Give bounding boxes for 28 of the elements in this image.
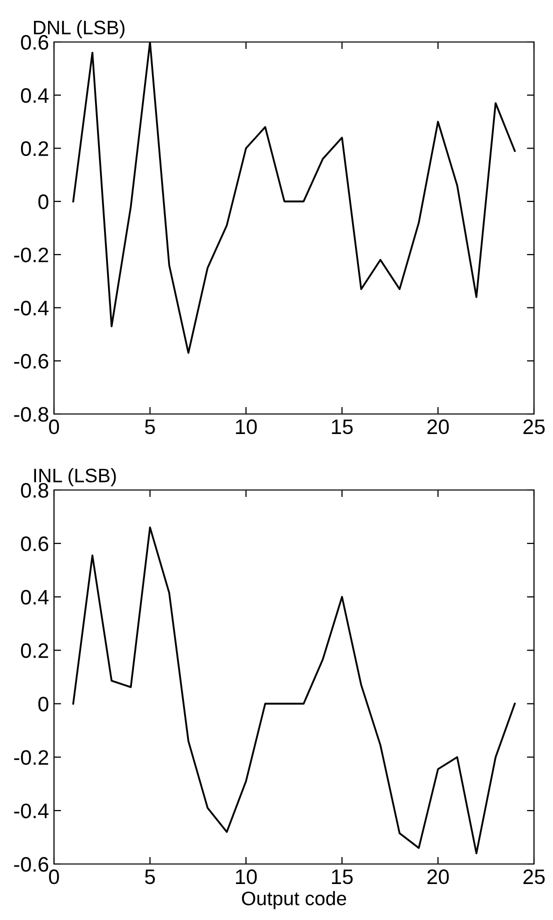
x-tick-label: 5: [145, 420, 155, 434]
x-axis-title: Output code: [242, 891, 346, 910]
x-tick-label: 0: [49, 419, 59, 434]
x-tick-label: 10: [236, 419, 257, 434]
x-tick-label: 25: [523, 419, 545, 434]
y-tick-label: -0.2: [14, 750, 48, 765]
x-tick-label: 20: [427, 419, 449, 434]
y-tick-label: 0.6: [20, 536, 48, 552]
x-tick-label: 25: [523, 869, 545, 884]
x-tick-label: 0: [49, 869, 59, 884]
x-tick-label: 15: [332, 420, 353, 434]
y-tick-label: 0.4: [20, 590, 49, 605]
y-tick-label: 0: [38, 194, 48, 210]
y-tick-label: 0.2: [20, 643, 48, 658]
x-tick-label: 15: [332, 870, 353, 884]
y-tick-label: 0: [38, 696, 48, 712]
x-tick-label: 5: [145, 870, 155, 884]
y-tick-label: -0.8: [14, 407, 48, 422]
y-tick-label: 0.2: [20, 141, 48, 156]
y-tick-label: 0.4: [20, 88, 49, 103]
y-tick-label: -0.4: [14, 300, 49, 316]
y-tick-label: -0.2: [14, 248, 48, 262]
y-tick-label: -0.4: [14, 804, 49, 818]
y-tick-label: -0.6: [14, 354, 48, 369]
line-series: [72, 526, 516, 854]
x-tick-label: 10: [236, 869, 257, 884]
y-tick-label: -0.6: [14, 857, 48, 872]
x-tick-label: 20: [427, 869, 449, 884]
